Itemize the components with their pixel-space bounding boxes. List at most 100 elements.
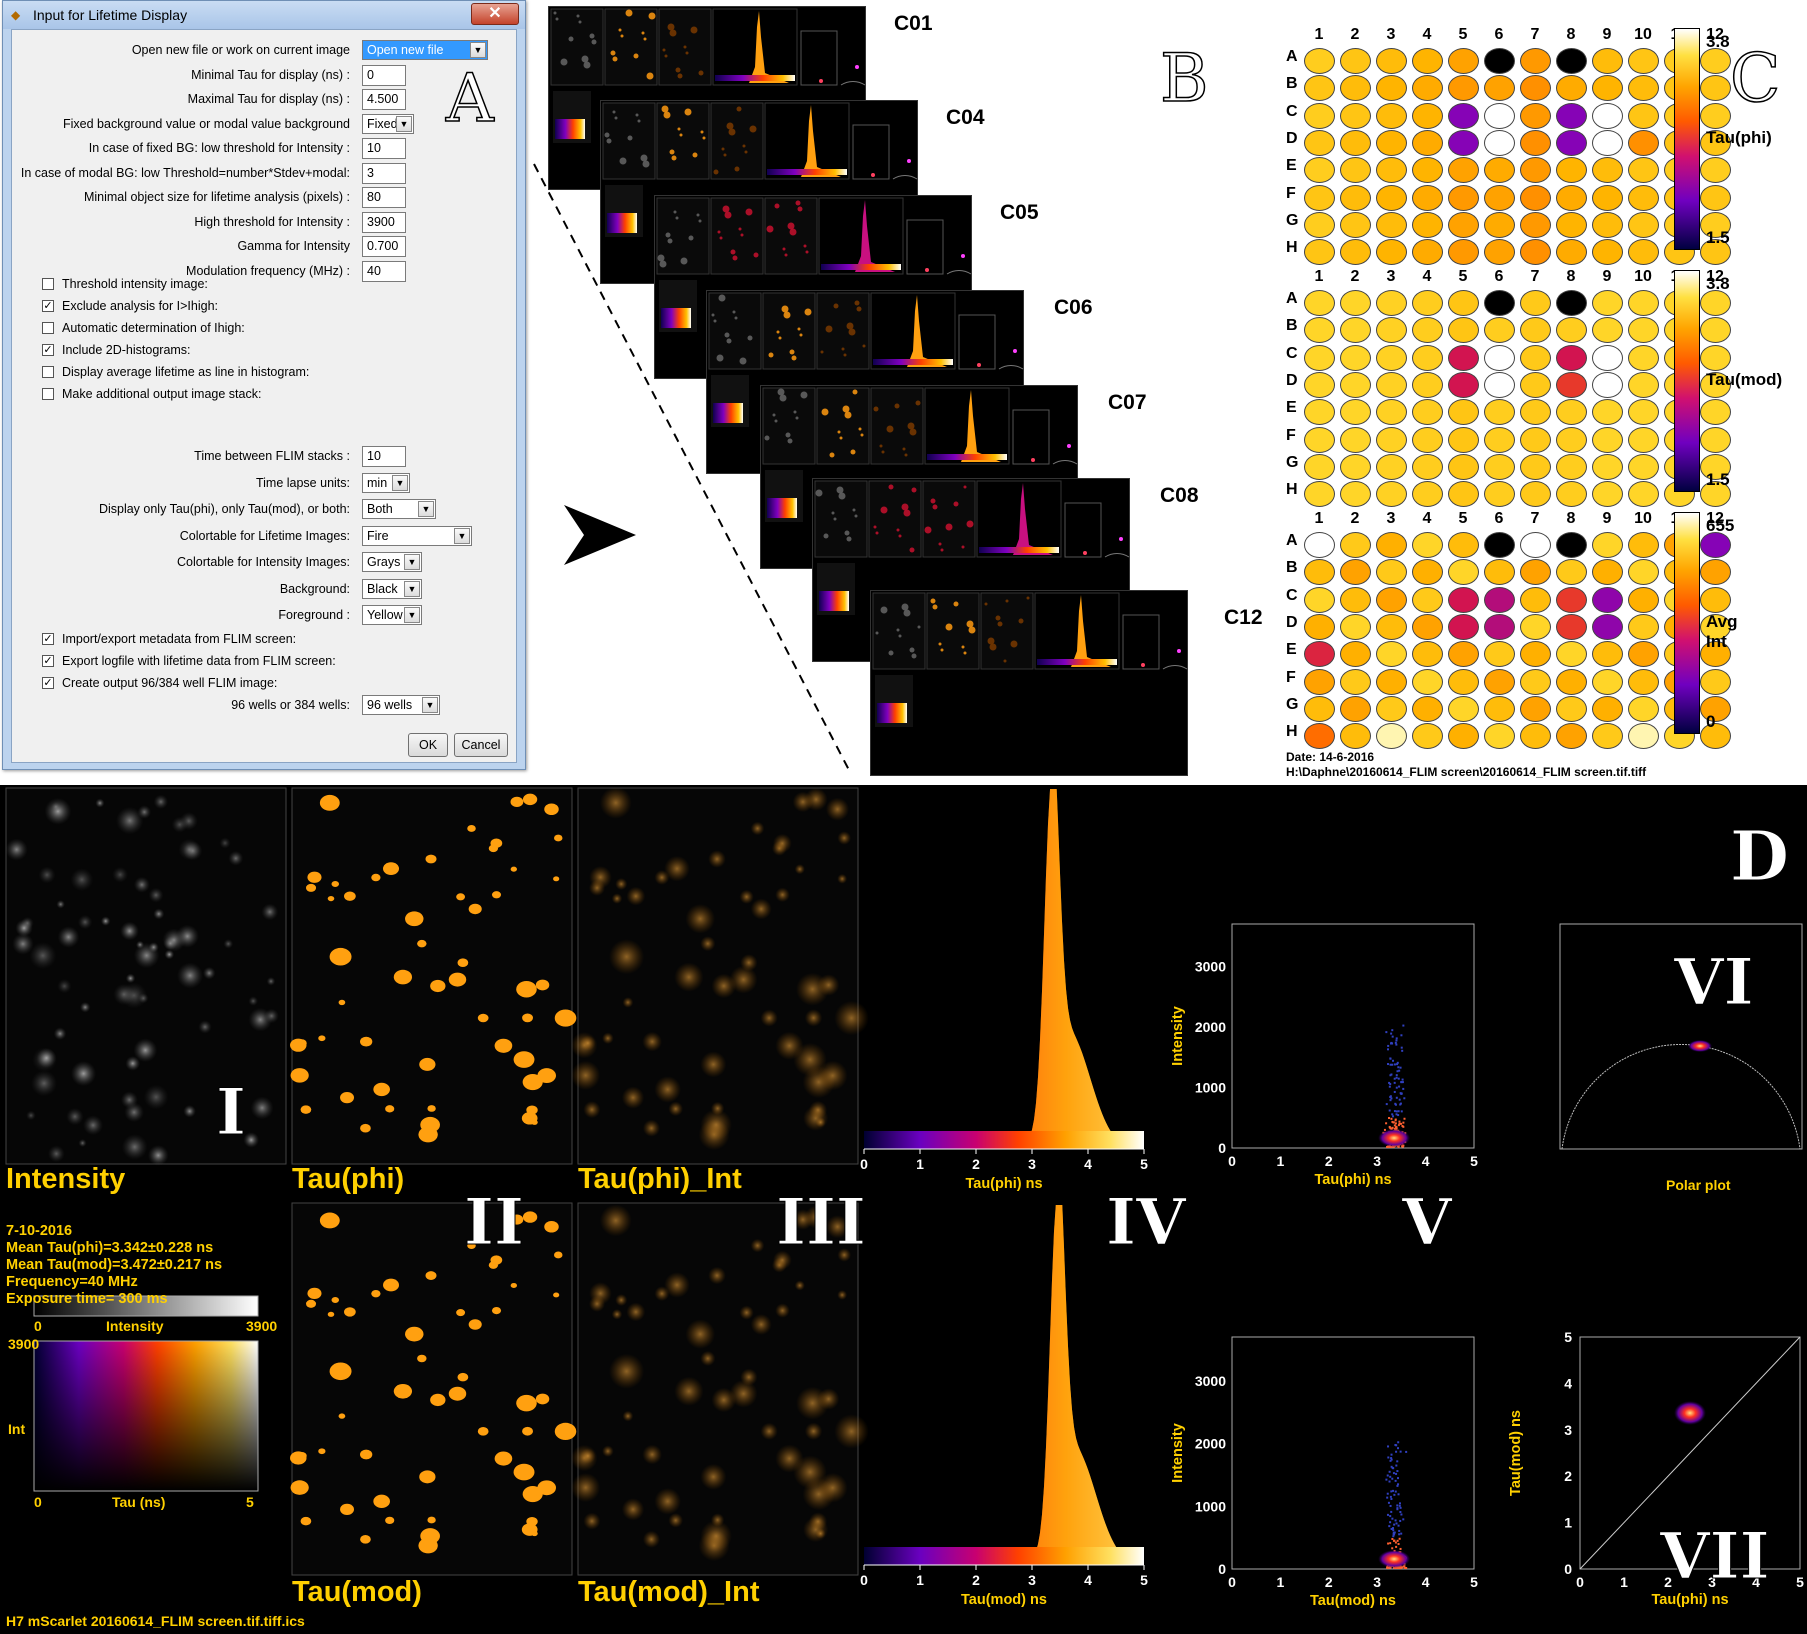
- well-E1: [1304, 399, 1335, 426]
- well-A4: [1412, 48, 1443, 74]
- checkbox-item[interactable]: ✓ Export logfile with lifetime data from …: [42, 651, 336, 671]
- checkbox-item[interactable]: Threshold intensity image:: [42, 274, 208, 294]
- svg-text:5: 5: [1140, 1156, 1148, 1172]
- zoom-dashed-line: [533, 163, 851, 773]
- svg-text:2000: 2000: [1195, 1436, 1226, 1452]
- dialog-row: Colortable for Intensity Images: Grays ▼: [12, 551, 518, 575]
- chevron-down-icon[interactable]: ▼: [404, 580, 420, 597]
- well-F8: [1556, 426, 1587, 453]
- chevron-down-icon[interactable]: ▼: [422, 697, 438, 713]
- well-D3: [1376, 129, 1407, 156]
- checkbox-label: Display average lifetime as line in hist…: [62, 365, 310, 379]
- dropdown-select[interactable]: Yellow ▼: [362, 605, 422, 625]
- well-B12: [1700, 317, 1731, 344]
- field-label: Minimal object size for lifetime analysi…: [83, 190, 350, 204]
- text-input[interactable]: 3900: [362, 211, 406, 233]
- well-G7: [1520, 453, 1551, 480]
- label-intensity: Intensity: [6, 1163, 126, 1195]
- dropdown-select[interactable]: Both ▼: [362, 499, 436, 519]
- text-input[interactable]: 10: [362, 138, 406, 159]
- well-F9: [1592, 668, 1623, 695]
- checkbox-item[interactable]: ✓ Create output 96/384 well FLIM image:: [42, 673, 277, 693]
- colorbar-min: 1.5: [1706, 228, 1730, 247]
- stack-label: C05: [1000, 201, 1039, 224]
- info-mean-phi: Mean Tau(phi)=3.342±0.228 ns: [6, 1240, 214, 1256]
- well-H7: [1520, 239, 1551, 266]
- well-H8: [1556, 239, 1587, 266]
- field-label: Colortable for Intensity Images:: [177, 555, 350, 569]
- checkbox[interactable]: ✓: [42, 677, 54, 689]
- row-letter: D: [1286, 129, 1298, 147]
- checkbox[interactable]: ✓: [42, 300, 54, 312]
- well-C8: [1556, 344, 1587, 371]
- colorbar-max: 655: [1706, 516, 1735, 535]
- checkbox-label: Import/export metadata from FLIM screen:: [62, 632, 297, 646]
- cancel-button[interactable]: Cancel: [454, 733, 508, 757]
- checkbox[interactable]: ✓: [42, 344, 54, 356]
- well-H12: [1700, 723, 1731, 750]
- checkbox[interactable]: [42, 366, 54, 378]
- chevron-down-icon[interactable]: ▼: [392, 474, 408, 491]
- checkbox-item[interactable]: Display average lifetime as line in hist…: [42, 362, 309, 382]
- text-input[interactable]: 10: [362, 446, 406, 467]
- well-B5: [1448, 559, 1479, 586]
- checkbox-item[interactable]: ✓ Import/export metadata from FLIM screen…: [42, 629, 296, 649]
- dropdown-select[interactable]: Fixed ▼: [362, 113, 414, 134]
- chevron-down-icon[interactable]: ▼: [396, 115, 412, 132]
- checkbox-item[interactable]: Automatic determination of Ihigh:: [42, 318, 245, 338]
- dropdown-select[interactable]: Fire ▼: [362, 525, 472, 546]
- text-input[interactable]: 0: [362, 64, 406, 86]
- row-letter: B: [1286, 559, 1298, 577]
- checkbox[interactable]: [42, 278, 54, 290]
- well-A5: [1448, 290, 1479, 316]
- dropdown-select[interactable]: Open new file ▼: [362, 40, 488, 60]
- text-input[interactable]: 3: [362, 162, 406, 184]
- ok-button[interactable]: OK: [408, 733, 448, 757]
- checkbox-item[interactable]: Make additional output image stack:: [42, 384, 261, 404]
- well-F10: [1628, 426, 1659, 453]
- dropdown-select[interactable]: Grays ▼: [362, 552, 422, 572]
- well-C5: [1448, 344, 1479, 371]
- field-label: Foreground :: [278, 608, 350, 622]
- well-G4: [1412, 695, 1443, 722]
- chevron-down-icon[interactable]: ▼: [404, 607, 420, 623]
- svg-text:4: 4: [1422, 1574, 1430, 1590]
- chevron-down-icon[interactable]: ▼: [418, 501, 434, 517]
- text-input[interactable]: 80: [362, 187, 406, 208]
- checkbox-item[interactable]: ✓ Include 2D-histograms:: [42, 340, 191, 360]
- text-input[interactable]: 40: [362, 260, 406, 282]
- dropdown-select[interactable]: 96 wells ▼: [362, 695, 440, 715]
- well-C6: [1484, 344, 1515, 371]
- well-C3: [1376, 344, 1407, 371]
- well-C9: [1592, 344, 1623, 371]
- chevron-down-icon[interactable]: ▼: [470, 42, 486, 58]
- column-number: 3: [1386, 26, 1396, 43]
- checkbox[interactable]: ✓: [42, 633, 54, 645]
- text-input[interactable]: 4.500: [362, 89, 406, 110]
- dropdown-select[interactable]: min ▼: [362, 472, 410, 493]
- svg-text:Tau(mod) ns: Tau(mod) ns: [1508, 1410, 1524, 1496]
- text-input[interactable]: 0.700: [362, 236, 406, 257]
- well-E3: [1376, 399, 1407, 426]
- well-D5: [1448, 371, 1479, 398]
- close-button[interactable]: ✕: [471, 3, 519, 25]
- field-label: Fixed background value or modal value ba…: [63, 116, 350, 131]
- checkbox[interactable]: [42, 388, 54, 400]
- info-frequency: Frequency=40 MHz: [6, 1274, 138, 1290]
- dropdown-select[interactable]: Black ▼: [362, 578, 422, 599]
- column-number: 4: [1422, 510, 1432, 527]
- checkbox-label: Export logfile with lifetime data from F…: [62, 654, 336, 668]
- chevron-down-icon[interactable]: ▼: [454, 527, 470, 544]
- checkbox[interactable]: ✓: [42, 655, 54, 667]
- well-H12: [1700, 481, 1731, 508]
- checkbox-item[interactable]: ✓ Exclude analysis for I>Ihigh:: [42, 296, 218, 316]
- column-number: 7: [1530, 510, 1540, 527]
- checkbox[interactable]: [42, 322, 54, 334]
- well-G10: [1628, 695, 1659, 722]
- well-E7: [1520, 641, 1551, 668]
- dialog-row: In case of fixed BG: low threshold for I…: [12, 137, 518, 161]
- histogram-tauphi: 0 1 2 3 4 5 Tau(phi) ns: [860, 789, 1148, 1192]
- chevron-down-icon[interactable]: ▼: [404, 554, 420, 570]
- svg-text:3: 3: [1373, 1153, 1381, 1169]
- well-D1: [1304, 129, 1335, 156]
